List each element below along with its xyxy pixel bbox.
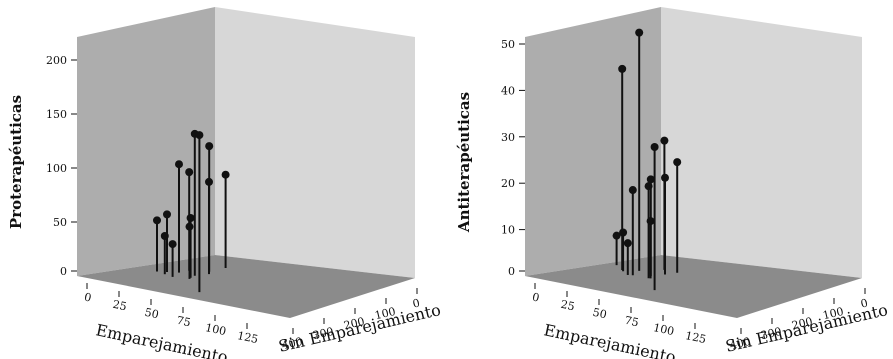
z-tick-label: 100 (374, 305, 397, 322)
data-point (185, 222, 194, 231)
data-point (618, 64, 627, 73)
data-point (221, 170, 230, 179)
data-point (160, 232, 169, 240)
z-tick-label: 100 (822, 305, 845, 322)
x-tick-label: 50 (144, 306, 160, 322)
y-axis-ticks: 0 10 20 30 40 50 (501, 38, 525, 278)
z-tick-label: 200 (791, 315, 814, 332)
data-point (635, 28, 644, 37)
z-tick-label: 400 (729, 335, 752, 352)
x-tick-label: 0 (83, 290, 93, 304)
data-point (185, 168, 194, 177)
y-tick-label: 100 (46, 162, 67, 175)
data-point (619, 228, 628, 237)
data-point (646, 175, 655, 184)
data-point (623, 239, 632, 248)
back-wall (661, 7, 862, 278)
y-tick-label: 0 (60, 265, 67, 278)
data-point (163, 210, 171, 219)
z-tick-label: 0 (859, 296, 869, 310)
x-tick-label: 125 (684, 329, 707, 346)
x-tick-label: 100 (204, 321, 227, 338)
x-tick-label: 50 (592, 306, 608, 322)
data-point (673, 158, 682, 167)
y-axis-title: Proterapéuticas (7, 95, 25, 229)
back-wall (215, 7, 415, 278)
data-point (205, 177, 213, 186)
y-tick-label: 50 (53, 216, 67, 229)
left-wall (77, 7, 215, 276)
data-point (646, 217, 655, 226)
x-tick-label: 75 (624, 314, 640, 330)
x-axis-ticks: 0 25 50 75 100 125 (83, 283, 259, 346)
x-tick-label: 125 (236, 329, 259, 346)
x-tick-label: 75 (176, 314, 192, 330)
y-tick-label: 30 (501, 131, 515, 144)
z-tick-label: 300 (312, 325, 335, 342)
z-tick-label: 200 (343, 315, 366, 332)
x-tick-label: 25 (112, 298, 128, 314)
data-points (153, 129, 230, 293)
left-wall (525, 7, 661, 276)
data-point (205, 142, 214, 151)
data-point (186, 214, 195, 222)
x-tick-label: 25 (560, 298, 576, 314)
y-axis-ticks: 0 50 100 150 200 (46, 54, 77, 278)
z-tick-label: 0 (411, 296, 421, 310)
y-tick-label: 0 (508, 265, 515, 278)
data-point (660, 136, 669, 145)
y-tick-label: 150 (46, 108, 67, 121)
x-tick-label: 100 (652, 321, 675, 338)
data-point (153, 216, 161, 225)
y-tick-label: 40 (501, 84, 515, 97)
floor (525, 255, 862, 318)
y-tick-label: 50 (501, 38, 515, 51)
data-point (612, 231, 621, 240)
data-points (612, 28, 682, 291)
data-point (195, 131, 204, 140)
x-axis-ticks: 0 25 50 75 100 125 (531, 283, 707, 346)
data-point (168, 240, 177, 249)
z-axis-ticks: 400 300 200 100 0 (729, 288, 869, 352)
y-tick-label: 200 (46, 54, 67, 67)
y-tick-label: 20 (501, 177, 515, 190)
y-tick-label: 10 (501, 224, 515, 237)
z-axis-ticks: 400 300 200 100 0 (281, 288, 421, 352)
x-tick-label: 0 (531, 290, 541, 304)
data-point (661, 173, 669, 182)
data-point (650, 142, 659, 151)
floor (77, 255, 415, 318)
z-tick-label: 400 (281, 335, 304, 352)
z-tick-label: 300 (760, 325, 783, 342)
data-point (175, 160, 183, 169)
data-point (628, 186, 637, 195)
y-axis-title: Antiterapéuticas (455, 92, 473, 233)
